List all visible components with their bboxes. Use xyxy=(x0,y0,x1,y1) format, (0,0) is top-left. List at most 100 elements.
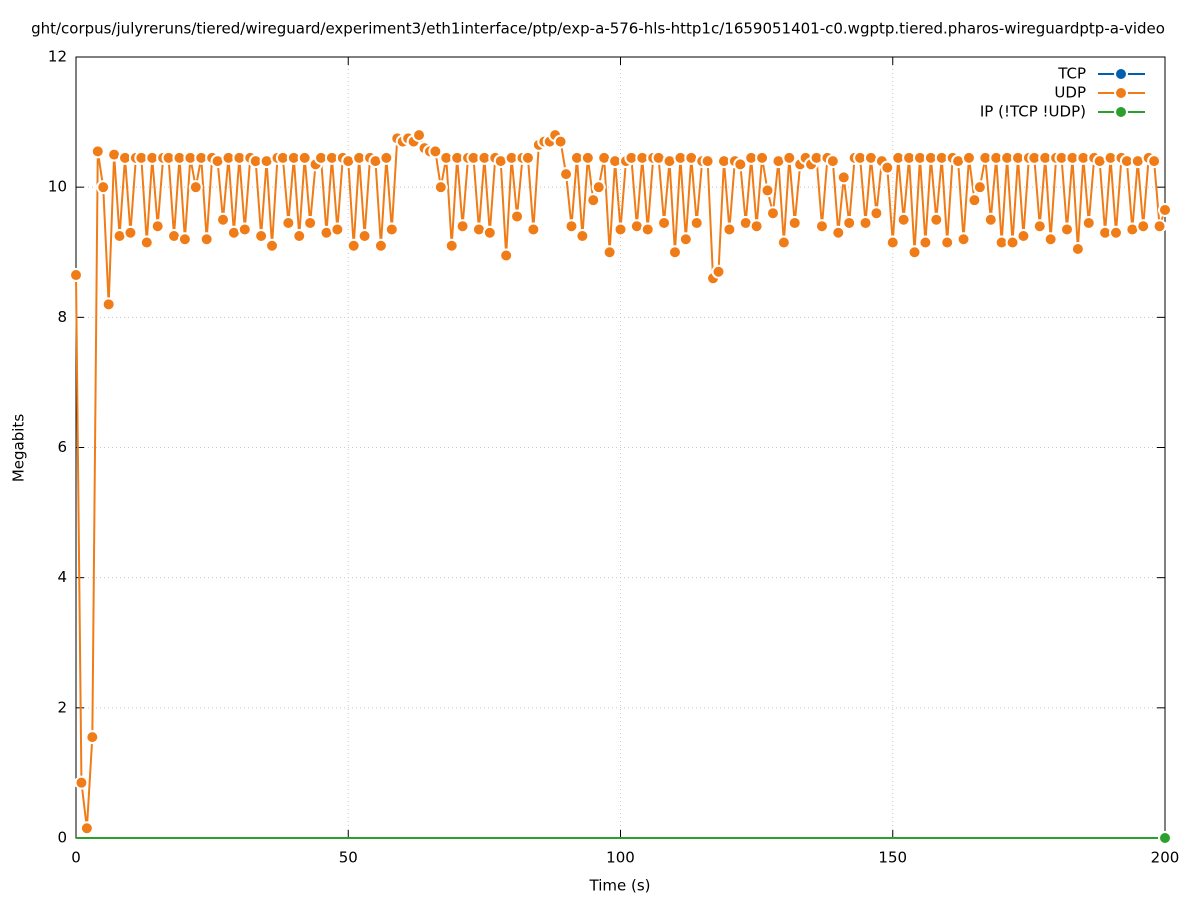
data-point xyxy=(700,154,715,169)
data-point xyxy=(760,183,775,198)
data-point xyxy=(602,245,617,260)
data-point xyxy=(379,150,394,165)
data-point xyxy=(678,232,693,247)
data-point xyxy=(85,730,100,745)
data-point xyxy=(526,222,541,237)
data-point xyxy=(254,228,269,243)
x-tick-label: 150 xyxy=(878,849,907,867)
x-tick-label: 200 xyxy=(1151,849,1180,867)
data-point xyxy=(346,238,361,253)
data-point xyxy=(150,219,165,234)
data-point xyxy=(858,215,873,230)
data-point xyxy=(1152,219,1167,234)
data-point xyxy=(782,150,797,165)
data-point xyxy=(384,222,399,237)
data-point xyxy=(586,193,601,208)
data-point xyxy=(79,821,94,836)
data-point xyxy=(303,215,318,230)
data-point xyxy=(1108,225,1123,240)
data-point xyxy=(1043,232,1058,247)
data-point xyxy=(755,150,770,165)
data-point xyxy=(281,215,296,230)
data-point xyxy=(188,180,203,195)
data-point xyxy=(722,222,737,237)
data-point xyxy=(69,268,83,283)
data-point xyxy=(520,150,535,165)
data-point xyxy=(482,225,497,240)
data-point xyxy=(749,219,764,234)
legend-marker xyxy=(1114,67,1128,81)
data-point xyxy=(1005,235,1020,250)
data-point xyxy=(96,180,111,195)
legend-label: UDP xyxy=(1054,84,1086,102)
data-point xyxy=(90,144,105,159)
data-point xyxy=(711,264,726,279)
data-point xyxy=(689,215,704,230)
data-point xyxy=(831,225,846,240)
data-point xyxy=(961,150,976,165)
data-point xyxy=(575,228,590,243)
y-tick-label: 12 xyxy=(48,48,67,66)
data-point xyxy=(455,219,470,234)
data-point xyxy=(918,235,933,250)
data-point xyxy=(613,222,628,237)
data-point xyxy=(123,225,138,240)
data-point xyxy=(1158,831,1172,845)
legend-marker xyxy=(1114,105,1128,119)
data-point xyxy=(1016,228,1031,243)
data-point xyxy=(373,238,388,253)
data-point xyxy=(292,228,307,243)
chart-title: ght/corpus/julyreruns/tiered/wireguard/e… xyxy=(31,20,1165,38)
legend-label: IP (!TCP !UDP) xyxy=(980,103,1086,121)
y-tick-label: 10 xyxy=(48,178,67,196)
data-point xyxy=(765,206,780,221)
data-point xyxy=(956,232,971,247)
data-point xyxy=(896,212,911,227)
data-point xyxy=(733,157,748,172)
data-point xyxy=(880,160,895,175)
data-point xyxy=(1136,219,1151,234)
data-point xyxy=(177,232,192,247)
data-point xyxy=(1158,202,1172,217)
data-point xyxy=(640,222,655,237)
data-point xyxy=(510,209,525,224)
data-point xyxy=(216,212,231,227)
data-point xyxy=(499,248,514,263)
data-point xyxy=(591,180,606,195)
data-point xyxy=(657,215,672,230)
y-tick-label: 0 xyxy=(57,829,67,847)
data-point xyxy=(564,219,579,234)
data-point xyxy=(265,238,280,253)
y-axis-label: Megabits xyxy=(10,414,28,482)
data-point xyxy=(787,215,802,230)
data-point xyxy=(237,222,252,237)
data-point xyxy=(1070,241,1085,256)
data-point xyxy=(199,232,214,247)
data-point xyxy=(433,180,448,195)
data-point xyxy=(869,206,884,221)
data-point xyxy=(297,150,312,165)
data-point xyxy=(885,235,900,250)
data-point xyxy=(967,193,982,208)
data-point xyxy=(444,238,459,253)
data-point xyxy=(983,212,998,227)
data-point xyxy=(1059,222,1074,237)
x-tick-label: 50 xyxy=(339,849,358,867)
data-point xyxy=(972,180,987,195)
data-point xyxy=(907,245,922,260)
data-point xyxy=(940,235,955,250)
y-tick-label: 8 xyxy=(57,308,67,326)
data-point xyxy=(776,235,791,250)
data-point xyxy=(412,128,427,143)
legend-marker xyxy=(1114,86,1128,100)
data-point xyxy=(836,170,851,185)
x-tick-label: 0 xyxy=(71,849,81,867)
x-axis-label: Time (s) xyxy=(589,877,651,895)
y-tick-label: 6 xyxy=(57,438,67,456)
data-point xyxy=(357,228,372,243)
data-point xyxy=(330,222,345,237)
y-tick-label: 2 xyxy=(57,698,67,716)
data-point xyxy=(580,150,595,165)
data-point xyxy=(842,215,857,230)
